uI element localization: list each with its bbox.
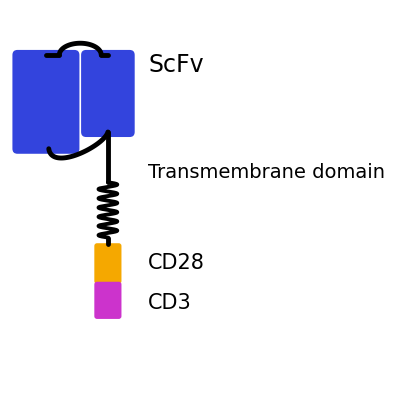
Text: CD3: CD3 bbox=[148, 293, 192, 313]
Text: Transmembrane domain: Transmembrane domain bbox=[148, 163, 385, 182]
Text: ScFv: ScFv bbox=[148, 53, 204, 77]
FancyBboxPatch shape bbox=[12, 50, 80, 154]
FancyBboxPatch shape bbox=[81, 50, 135, 137]
FancyBboxPatch shape bbox=[94, 243, 122, 284]
Text: CD28: CD28 bbox=[148, 253, 205, 273]
FancyBboxPatch shape bbox=[94, 282, 122, 319]
